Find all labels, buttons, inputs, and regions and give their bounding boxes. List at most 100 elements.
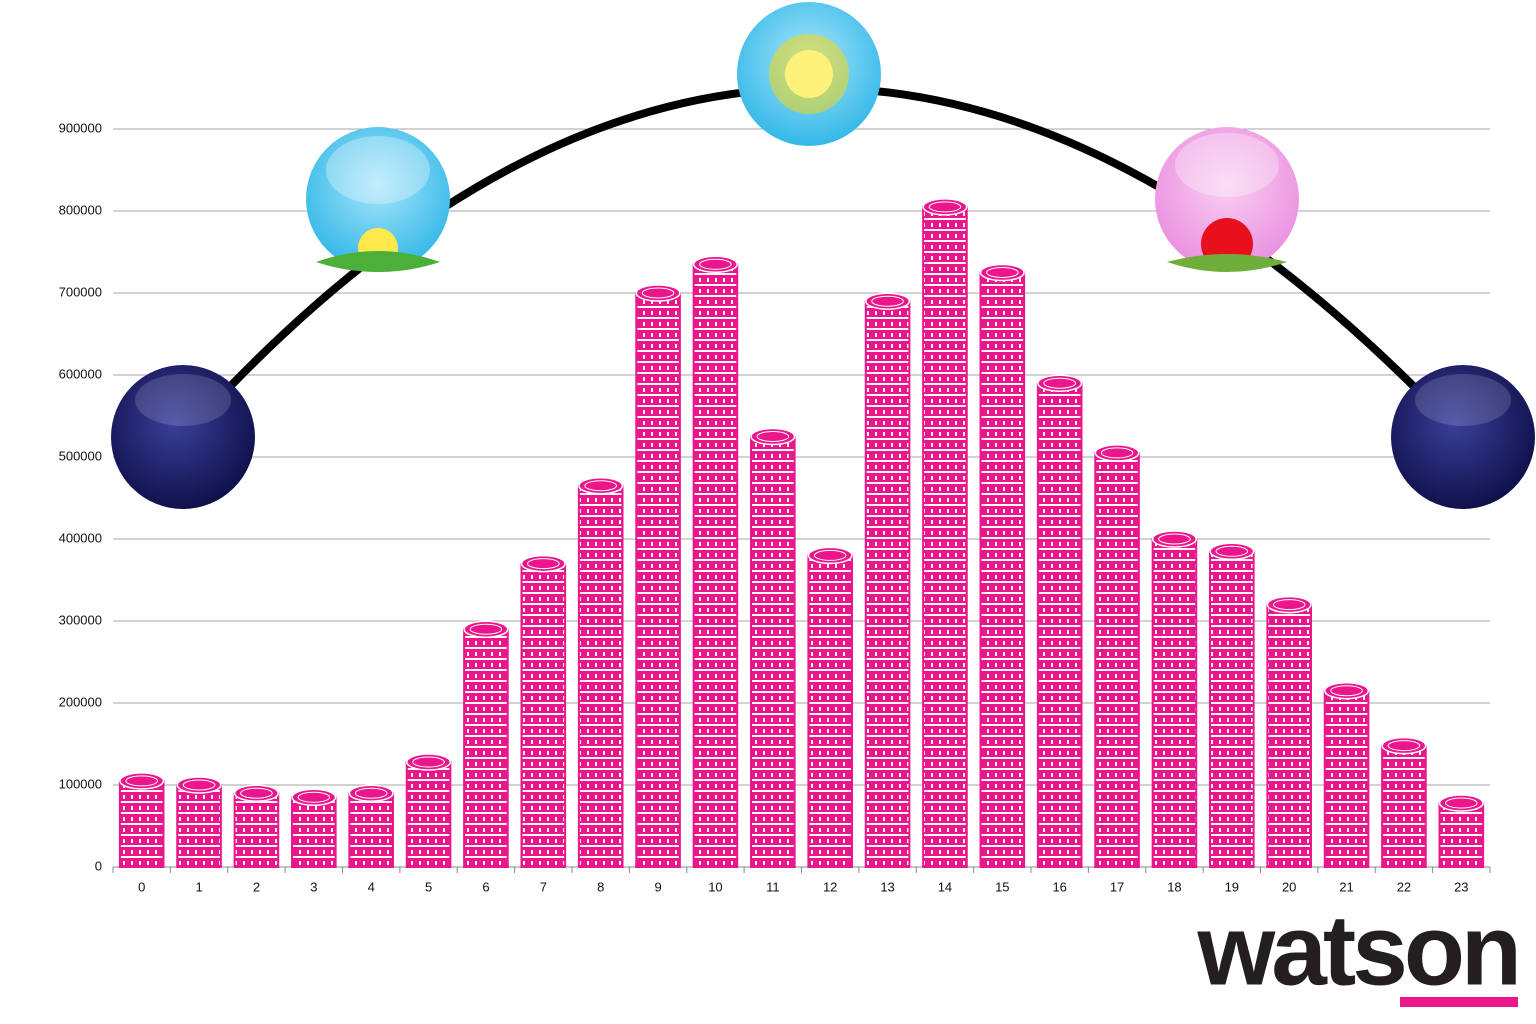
bar bbox=[1094, 451, 1140, 868]
coin-face bbox=[1100, 447, 1134, 459]
coin-face bbox=[182, 779, 216, 791]
y-tick-label: 100000 bbox=[59, 776, 102, 791]
bar bbox=[291, 796, 337, 868]
coin-face bbox=[1272, 599, 1306, 611]
x-tick-label: 2 bbox=[253, 879, 260, 894]
coin-face bbox=[527, 558, 560, 570]
y-tick-label: 500000 bbox=[59, 448, 102, 463]
x-tick-label: 9 bbox=[654, 879, 661, 894]
coin-top bbox=[463, 620, 509, 638]
coin-top bbox=[635, 284, 681, 302]
x-tick-label: 21 bbox=[1339, 879, 1353, 894]
bar bbox=[1151, 538, 1198, 868]
bar bbox=[233, 792, 280, 869]
x-tick-label: 5 bbox=[425, 879, 432, 894]
bar bbox=[577, 484, 624, 868]
coin-face bbox=[1215, 545, 1249, 557]
x-tick-label: 17 bbox=[1110, 879, 1124, 894]
bar bbox=[1381, 744, 1427, 869]
bar bbox=[807, 554, 853, 869]
bar bbox=[1036, 382, 1083, 868]
coin-face bbox=[469, 623, 503, 635]
brand-logo: watson bbox=[1197, 894, 1518, 1006]
sunset bbox=[1155, 127, 1299, 272]
y-tick-label: 700000 bbox=[59, 284, 102, 299]
y-tick-label: 300000 bbox=[59, 612, 102, 627]
coin-top bbox=[520, 554, 566, 573]
coin-top bbox=[807, 546, 853, 565]
coin-top bbox=[1381, 736, 1427, 755]
x-tick-label: 22 bbox=[1397, 879, 1411, 894]
bar bbox=[1323, 689, 1370, 869]
coin-top bbox=[233, 784, 279, 802]
y-tick-label: 600000 bbox=[59, 366, 102, 381]
coin-face bbox=[756, 431, 790, 442]
y-tick-label: 0 bbox=[95, 858, 102, 873]
y-tick-label: 800000 bbox=[59, 202, 102, 217]
coin-face bbox=[1330, 685, 1363, 697]
coin-top bbox=[1266, 595, 1312, 614]
bar bbox=[348, 792, 394, 869]
y-tick-label: 400000 bbox=[59, 530, 102, 545]
coin-top bbox=[1209, 542, 1255, 561]
x-tick-label: 14 bbox=[938, 879, 952, 894]
coin-face bbox=[699, 258, 732, 270]
coin-face bbox=[986, 267, 1019, 278]
moon-left bbox=[111, 365, 255, 509]
x-tick-label: 12 bbox=[823, 879, 837, 894]
bar bbox=[463, 628, 509, 869]
coin-top bbox=[1037, 374, 1083, 392]
x-tick-label: 4 bbox=[368, 879, 375, 894]
bar bbox=[118, 779, 165, 869]
coin-face bbox=[928, 201, 962, 213]
coin-top bbox=[348, 784, 394, 802]
coin-face bbox=[1158, 533, 1191, 545]
coin-top bbox=[291, 788, 337, 807]
x-tick-label: 18 bbox=[1167, 879, 1181, 894]
coin-top bbox=[406, 753, 452, 771]
coin-top bbox=[750, 427, 796, 446]
x-tick-label: 19 bbox=[1225, 879, 1239, 894]
sun-noon bbox=[737, 2, 881, 146]
coin-top bbox=[1094, 444, 1140, 462]
x-tick-label: 23 bbox=[1454, 879, 1468, 894]
x-tick-label: 10 bbox=[708, 879, 722, 894]
bar bbox=[1209, 550, 1255, 868]
coin-face bbox=[641, 287, 675, 299]
coin-top bbox=[1438, 794, 1484, 812]
bar bbox=[750, 435, 796, 868]
x-tick-label: 15 bbox=[995, 879, 1009, 894]
coin-face bbox=[297, 791, 331, 803]
sunrise bbox=[306, 127, 450, 272]
bar bbox=[1266, 603, 1312, 868]
bar bbox=[1438, 802, 1485, 868]
coin-face bbox=[1043, 377, 1076, 389]
coin-face bbox=[1445, 797, 1478, 809]
coin-top bbox=[922, 198, 968, 216]
x-tick-label: 20 bbox=[1282, 879, 1296, 894]
coin-face bbox=[412, 756, 445, 768]
x-tick-label: 7 bbox=[540, 879, 547, 894]
day-arc bbox=[111, 2, 1535, 509]
coin-top bbox=[979, 263, 1025, 282]
coin-top bbox=[176, 776, 222, 794]
bar bbox=[922, 205, 968, 868]
coin-top bbox=[1151, 530, 1197, 548]
coin-face bbox=[813, 549, 847, 561]
bar bbox=[176, 784, 222, 868]
bar bbox=[405, 761, 452, 868]
moon-right bbox=[1391, 365, 1535, 509]
bar bbox=[520, 562, 567, 868]
coin-top bbox=[119, 772, 165, 790]
x-tick-label: 16 bbox=[1052, 879, 1066, 894]
coin-face bbox=[584, 480, 617, 492]
coin-top bbox=[1324, 681, 1370, 700]
coin-face bbox=[354, 787, 388, 799]
coin-top bbox=[692, 255, 738, 274]
coin-face bbox=[240, 787, 273, 799]
x-tick-label: 8 bbox=[597, 879, 604, 894]
y-tick-label: 900000 bbox=[59, 120, 102, 135]
x-tick-label: 0 bbox=[138, 879, 145, 894]
x-tick-label: 1 bbox=[195, 879, 202, 894]
